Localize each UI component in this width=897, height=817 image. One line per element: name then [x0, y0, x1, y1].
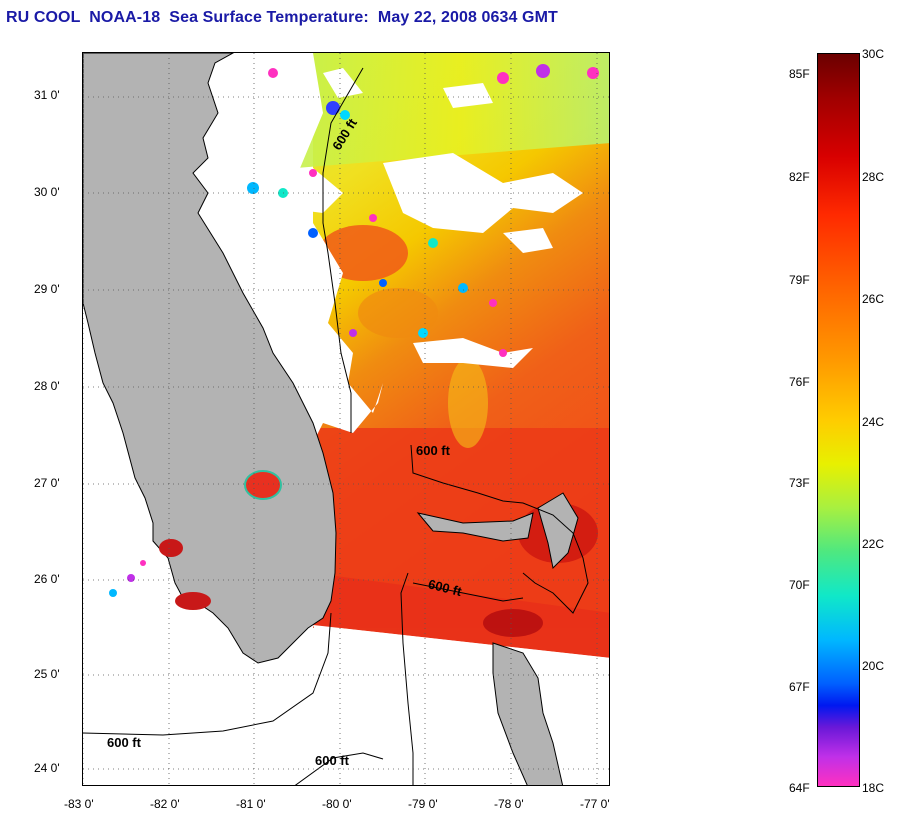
isobath-label: 600 ft [315, 753, 350, 768]
lat-tick-label: 24 0' [34, 761, 60, 775]
lon-tick-label: -80 0' [322, 797, 352, 811]
colorbar-fahrenheit-label: 73F [789, 476, 810, 490]
lat-tick-label: 31 0' [34, 88, 60, 102]
colorbar-celsius-label: 20C [862, 659, 885, 673]
lat-tick-label: 30 0' [34, 185, 60, 199]
lat-tick-label: 29 0' [34, 282, 60, 296]
lon-tick-label: -82 0' [150, 797, 180, 811]
colorbar-fahrenheit-label: 76F [789, 375, 810, 389]
florida-land [83, 53, 337, 664]
colorbar-celsius-label: 24C [862, 415, 885, 429]
colorbar-fahrenheit-label: 70F [789, 578, 810, 592]
map-title: RU COOL NOAA-18 Sea Surface Temperature:… [6, 9, 558, 26]
lon-tick-label: -83 0' [64, 797, 94, 811]
isobath-contours [83, 67, 589, 785]
lon-tick-label: -77 0' [580, 797, 610, 811]
coastal-warm-patch [159, 539, 183, 557]
bahamas-andros-island [416, 512, 534, 542]
lat-tick-label: 26 0' [34, 572, 60, 586]
colorbar-fahrenheit-label: 79F [789, 273, 810, 287]
lon-tick-label: -79 0' [408, 797, 438, 811]
graticule [83, 53, 609, 785]
sst-map-panel: 600 ft 600 ft 600 ft 600 ft 600 ft [82, 52, 610, 786]
lon-tick-label: -78 0' [494, 797, 524, 811]
lat-tick-label: 28 0' [34, 379, 60, 393]
lake-okeechobee [244, 470, 282, 500]
isobath-label: 600 ft [416, 443, 451, 458]
colorbar-celsius-label: 28C [862, 170, 885, 184]
cloud-edge-speckles [109, 64, 599, 597]
lon-tick-label: -81 0' [236, 797, 266, 811]
isobath-label: 600 ft [107, 735, 142, 750]
colorbar-fahrenheit-label: 67F [789, 680, 810, 694]
colorbar-fahrenheit-label: 82F [789, 170, 810, 184]
cuba-coast [492, 642, 564, 785]
lat-tick-label: 25 0' [34, 667, 60, 681]
land-masses [83, 53, 579, 785]
bahamas-grand-bahama [537, 492, 579, 570]
colorbar-fahrenheit-label: 85F [789, 67, 810, 81]
temperature-colorbar [817, 53, 860, 787]
coastal-warm-patch [175, 592, 211, 610]
colorbar-fahrenheit-label: 64F [789, 781, 810, 795]
colorbar-celsius-label: 26C [862, 292, 885, 306]
colorbar-celsius-label: 22C [862, 537, 885, 551]
colorbar-celsius-label: 30C [862, 47, 885, 61]
colorbar-celsius-label: 18C [862, 781, 885, 795]
sst-map: 600 ft 600 ft 600 ft 600 ft 600 ft [83, 53, 609, 785]
lat-tick-label: 27 0' [34, 476, 60, 490]
